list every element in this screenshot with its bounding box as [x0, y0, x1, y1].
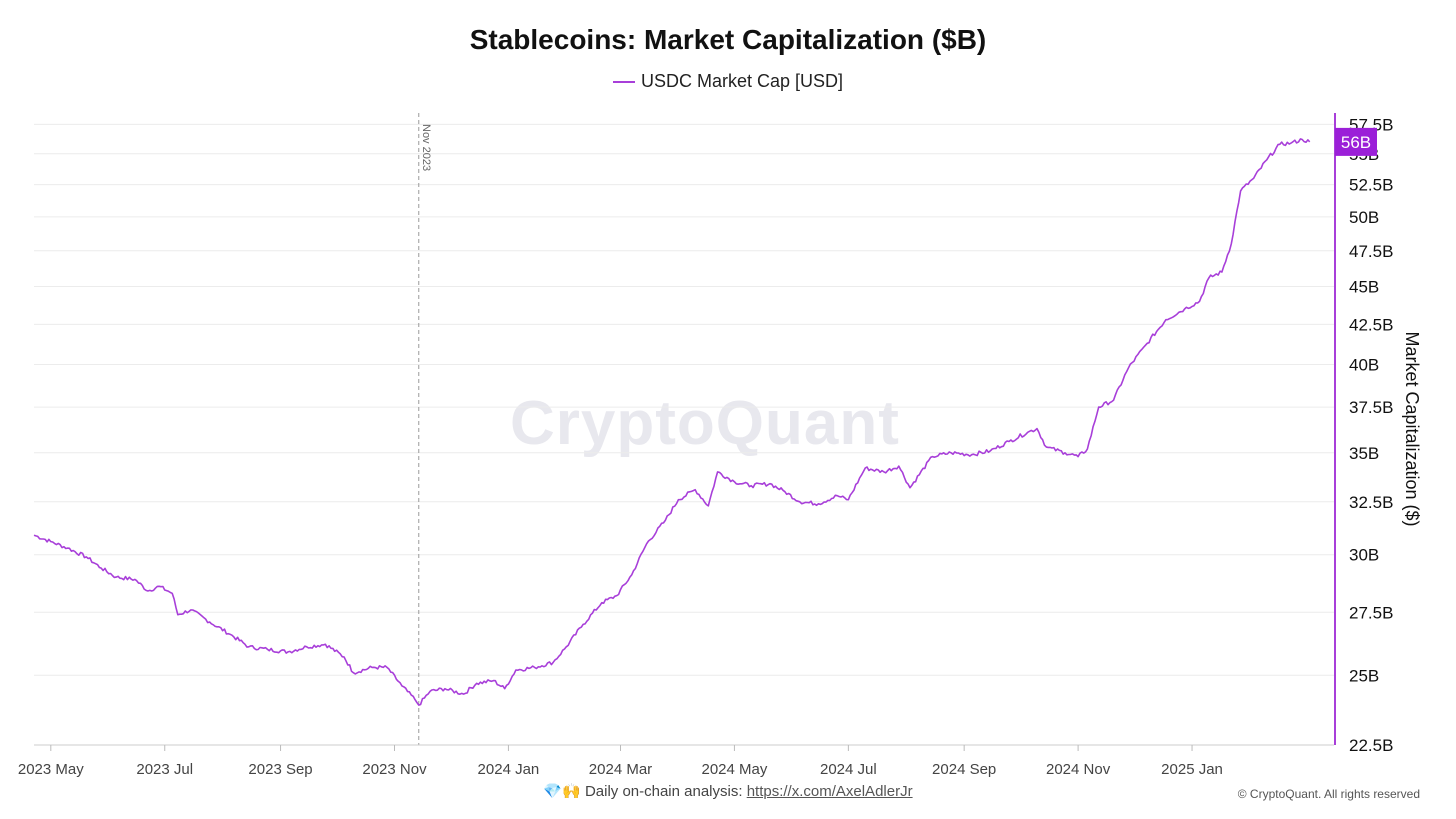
footer-link[interactable]: https://x.com/AxelAdlerJr: [746, 783, 913, 800]
watermark: CryptoQuant: [510, 389, 900, 458]
y-tick-label: 52.5B: [1349, 176, 1393, 195]
x-tick-label: 2023 Sep: [248, 761, 312, 778]
y-tick-label: 40B: [1349, 355, 1379, 374]
legend[interactable]: USDC Market Cap [USD]: [0, 71, 1456, 92]
y-tick-label: 27.5B: [1349, 603, 1393, 622]
y-tick-label: 47.5B: [1349, 242, 1393, 261]
x-tick-label: 2023 Nov: [362, 761, 427, 778]
x-tick-label: 2024 Jan: [478, 761, 540, 778]
y-axis-title: Market Capitalization ($): [1402, 331, 1422, 526]
legend-label: USDC Market Cap [USD]: [640, 71, 844, 91]
x-tick-label: 2024 Sep: [932, 761, 996, 778]
x-tick-label: 2023 Jul: [136, 761, 193, 778]
footer-text: Daily on-chain analysis:: [584, 783, 743, 800]
last-value-label: 56B: [1341, 133, 1371, 152]
x-tick-label: 2024 Mar: [589, 761, 652, 778]
annotation-label: Nov 2023: [420, 124, 432, 171]
axis-layer: 22.5B 25B 27.5B 30B 32.5B 35B 37.5B 40B 42.5B 45B…: [18, 113, 1422, 778]
series-line-usdc: [33, 138, 1311, 706]
last-value-badge: [1335, 127, 1377, 156]
x-tick-label: 2025 Jan: [1161, 761, 1223, 778]
footer-attribution: 💎🙌 Daily on-chain analysis: https://x.co…: [0, 782, 1456, 800]
y-tick-label: 42.5B: [1349, 315, 1393, 334]
y-tick-label: 22.5B: [1349, 736, 1393, 755]
x-tick-label: 2024 May: [701, 761, 767, 778]
grid-layer: [34, 123, 1334, 676]
legend-swatch: [612, 80, 635, 83]
copyright-text: © CryptoQuant. All rights reserved: [1237, 787, 1420, 801]
x-tick-label: 2024 Nov: [1046, 761, 1111, 778]
x-tick-label: 2024 Jul: [820, 761, 877, 778]
footer-emoji: 💎🙌: [543, 783, 581, 800]
y-tick-label: 25B: [1349, 666, 1379, 685]
chart-title: Stablecoins: Market Capitalization ($B): [469, 24, 987, 55]
series-layer: [33, 138, 1311, 706]
x-tick-label: 2023 May: [18, 761, 84, 778]
y-tick-label: 32.5B: [1349, 493, 1393, 512]
y-tick-label: 45B: [1349, 278, 1379, 297]
y-tick-label: 50B: [1349, 208, 1379, 227]
y-tick-label: 30B: [1349, 546, 1379, 565]
y-tick-label: 37.5B: [1349, 398, 1393, 417]
annotation-layer: Nov 2023: [418, 113, 432, 745]
y-tick-label: 35B: [1349, 444, 1379, 463]
